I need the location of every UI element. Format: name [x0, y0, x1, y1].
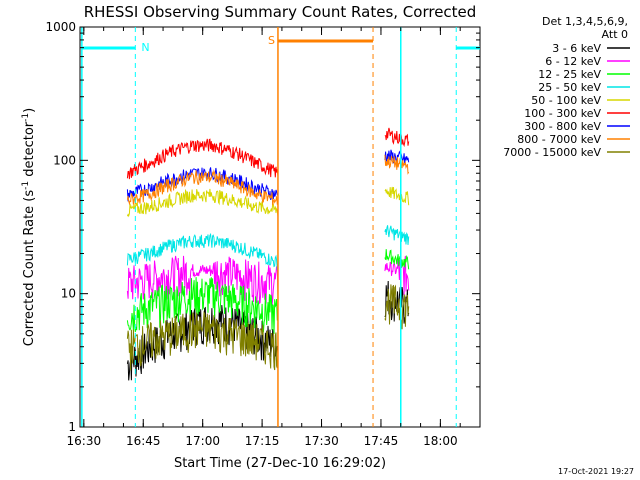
legend-label-5: 100 - 300 keV — [524, 107, 601, 120]
series-5-trace-2 — [384, 127, 410, 148]
series-4-trace-1 — [126, 188, 279, 218]
series-8 — [126, 284, 410, 371]
x-tick-label-6: 18:00 — [423, 434, 458, 448]
series-8-trace-1 — [126, 310, 279, 371]
series-0-trace-1 — [126, 305, 279, 381]
legend-label-1: 6 - 12 keV — [545, 55, 601, 68]
x-tick-label-0: 16:30 — [67, 434, 102, 448]
chart-title: RHESSI Observing Summary Count Rates, Co… — [84, 3, 477, 21]
x-tick-label-5: 17:45 — [364, 434, 399, 448]
y-tick-label-1: 10 — [61, 287, 76, 301]
x-tick-label-2: 17:00 — [185, 434, 220, 448]
series-4-trace-2 — [384, 186, 410, 206]
plot-frame — [79, 26, 481, 428]
series-3-trace-1 — [126, 232, 279, 271]
series-7 — [126, 154, 410, 206]
series-7-trace-2 — [384, 154, 410, 175]
y-axis-label-mid: detector — [22, 121, 37, 181]
x-axis-ticks: 16:30 16:45 17:00 17:15 17:30 17:45 18:00 — [67, 27, 481, 448]
y-axis-label-sup2: -1 — [21, 113, 31, 122]
saa-marker-label: S — [268, 34, 275, 47]
legend-label-7: 800 - 7000 keV — [517, 133, 601, 146]
footer-date: 17-Oct-2021 19:27 — [558, 467, 634, 476]
y-axis-ticks: 1 10 100 1000 — [45, 20, 480, 434]
series-3-trace-2 — [384, 225, 410, 245]
x-tick-label-3: 17:15 — [245, 434, 280, 448]
series-4 — [126, 186, 410, 218]
series-2 — [126, 249, 410, 335]
series-7-trace-1 — [126, 169, 279, 206]
series-6-trace-2 — [384, 149, 410, 164]
x-tick-label-1: 16:45 — [126, 434, 161, 448]
series-2-trace-1 — [126, 277, 279, 335]
y-tick-label-0: 1 — [68, 420, 76, 434]
legend-label-6: 300 - 800 keV — [524, 120, 601, 133]
legend-label-0: 3 - 6 keV — [552, 42, 601, 55]
series-5-trace-1 — [126, 138, 279, 180]
y-tick-label-3: 1000 — [45, 20, 76, 34]
x-axis-label: Start Time (27-Dec-10 16:29:02) — [174, 456, 386, 471]
series-3 — [126, 225, 410, 271]
series-layer — [126, 127, 410, 381]
legend-label-4: 50 - 100 keV — [531, 94, 601, 107]
marker-layer: NS — [81, 27, 480, 427]
y-axis-label-main: Corrected Count Rate (s — [22, 190, 37, 347]
series-5 — [126, 127, 410, 180]
y-axis-label: Corrected Count Rate (s-1 detector-1) — [21, 108, 37, 346]
legend-label-8: 7000 - 15000 keV — [503, 146, 601, 159]
y-axis-label-sup1: -1 — [21, 181, 31, 190]
series-2-trace-2 — [384, 249, 410, 270]
x-tick-label-4: 17:30 — [304, 434, 339, 448]
legend-header-line2: Att 0 — [602, 28, 628, 41]
night-marker-label: N — [141, 41, 149, 54]
series-8-trace-2 — [384, 284, 410, 330]
legend-label-3: 25 - 50 keV — [538, 81, 601, 94]
legend-header-line1: Det 1,3,4,5,6,9, — [542, 15, 628, 28]
y-axis-label-end: ) — [22, 108, 37, 113]
y-tick-label-2: 100 — [53, 153, 76, 167]
legend-label-2: 12 - 25 keV — [538, 68, 601, 81]
